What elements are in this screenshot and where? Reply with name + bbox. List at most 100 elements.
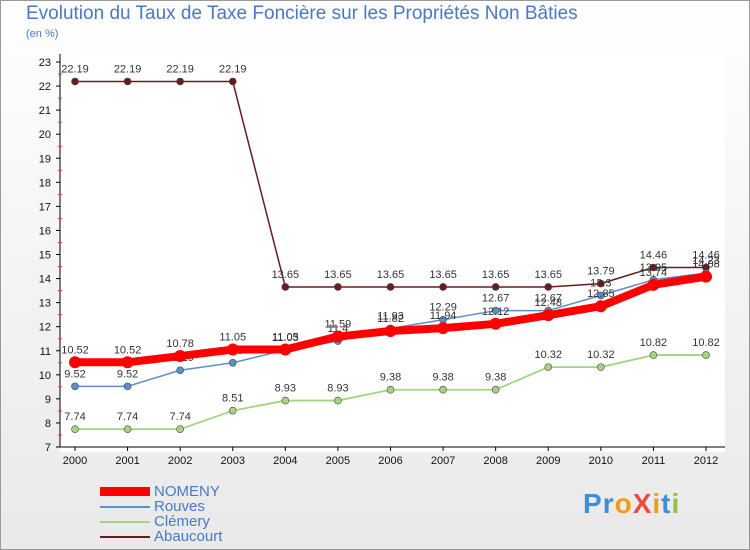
data-label-rouves: 9.52 (64, 368, 85, 380)
data-label-cl-mery: 7.74 (64, 411, 85, 423)
data-label-nomeny: 14.08 (692, 259, 720, 271)
data-label-nomeny: 12.12 (482, 306, 510, 318)
data-point-abaucourt (71, 77, 79, 86)
y-tick-label: 17 (39, 201, 51, 213)
data-label-nomeny: 11.05 (272, 332, 299, 344)
data-point-cl-mery (228, 406, 237, 415)
data-label-nomeny: 11.05 (219, 332, 246, 344)
data-point-cl-mery (386, 385, 395, 394)
x-tick-label: 2001 (115, 455, 139, 467)
data-point-rouves (228, 358, 237, 367)
data-point-rouves (491, 306, 500, 315)
data-label-nomeny: 10.78 (166, 338, 194, 350)
data-label-abaucourt: 13.65 (324, 269, 352, 281)
data-label-abaucourt: 22.19 (219, 63, 247, 75)
data-point-cl-mery (123, 425, 132, 433)
legend-swatch-rouves (100, 505, 150, 508)
data-label-cl-mery: 9.38 (432, 372, 453, 384)
data-label-nomeny: 11.94 (430, 310, 457, 322)
x-tick-label: 2008 (483, 455, 507, 467)
data-label-rouves: 14.23 (692, 255, 720, 267)
y-tick-label: 18 (39, 177, 51, 189)
data-label-cl-mery: 10.82 (692, 337, 720, 349)
legend-item-nomeny: NOMENY (100, 484, 222, 499)
data-label-abaucourt: 22.19 (61, 63, 89, 75)
data-point-abaucourt (597, 279, 605, 288)
data-label-nomeny: 11.82 (377, 313, 404, 325)
data-label-rouves: 13.3 (590, 277, 611, 289)
logo-letter: P (583, 488, 603, 519)
data-label-nomeny: 12.48 (534, 297, 562, 309)
y-tick-label: 11 (40, 346, 51, 358)
data-point-cl-mery (702, 351, 710, 359)
data-point-abaucourt (649, 263, 658, 272)
data-label-abaucourt: 22.19 (114, 63, 142, 75)
data-point-rouves (597, 291, 605, 300)
data-point-cl-mery (71, 425, 79, 433)
data-point-cl-mery (649, 351, 658, 359)
x-tick-label: 2009 (536, 455, 560, 467)
x-tick-label: 2006 (378, 455, 402, 467)
x-tick-label: 2007 (431, 455, 455, 467)
data-point-abaucourt (386, 283, 395, 291)
legend: NOMENY Rouves Clémery Abaucourt (100, 484, 222, 544)
data-label-nomeny: 10.52 (114, 344, 142, 356)
data-point-abaucourt (228, 77, 237, 86)
x-tick-label: 2012 (694, 455, 718, 467)
x-tick-label: 2004 (273, 455, 297, 467)
data-label-nomeny: 13.74 (640, 267, 668, 279)
y-tick-label: 19 (39, 153, 51, 165)
data-point-nomeny (331, 330, 344, 343)
x-tick-label: 2000 (63, 455, 87, 467)
y-tick-label: 21 (39, 105, 51, 117)
x-tick-label: 2011 (642, 455, 666, 467)
data-label-nomeny: 11.59 (325, 319, 352, 331)
proxiti-logo: ProXiti (583, 488, 680, 520)
x-tick-label: 2002 (168, 455, 192, 467)
data-label-abaucourt: 14.46 (640, 249, 668, 261)
data-point-rouves (123, 382, 132, 391)
logo-letter: t (661, 488, 672, 519)
data-point-nomeny (700, 270, 712, 283)
data-label-rouves: 12.67 (534, 293, 562, 305)
y-tick-label: 14 (39, 274, 51, 286)
data-point-cl-mery (334, 396, 342, 405)
data-label-rouves: 12.67 (482, 293, 510, 305)
data-point-cl-mery (176, 425, 184, 433)
data-point-abaucourt (544, 283, 553, 291)
y-tick-label: 20 (39, 129, 51, 141)
logo-letter: o (614, 488, 633, 519)
data-point-cl-mery (544, 363, 553, 371)
data-point-nomeny (437, 322, 450, 335)
y-tick-label: 22 (39, 81, 51, 93)
data-label-abaucourt: 14.46 (692, 249, 720, 261)
x-tick-label: 2010 (589, 455, 613, 467)
data-label-cl-mery: 8.51 (222, 393, 243, 405)
data-point-nomeny (542, 309, 555, 322)
legend-swatch-nomeny (100, 487, 150, 496)
data-label-cl-mery: 10.32 (587, 349, 615, 361)
legend-label-rouves: Rouves (154, 498, 205, 515)
data-point-nomeny (594, 300, 607, 313)
data-label-abaucourt: 22.19 (166, 63, 194, 75)
data-label-cl-mery: 10.82 (640, 337, 668, 349)
data-label-cl-mery: 9.38 (380, 372, 401, 384)
data-point-rouves (176, 366, 184, 375)
legend-swatch-abaucourt (100, 535, 150, 538)
data-point-abaucourt (334, 283, 342, 291)
chart-subtitle: (en %) (26, 28, 59, 40)
data-label-cl-mery: 8.93 (275, 383, 296, 395)
legend-item-cl-mery: Clémery (100, 514, 222, 529)
data-point-abaucourt (491, 283, 500, 291)
data-label-cl-mery: 10.32 (534, 349, 562, 361)
legend-item-rouves: Rouves (100, 499, 222, 514)
data-point-cl-mery (491, 385, 500, 394)
y-tick-label: 10 (39, 370, 51, 382)
legend-label-abaucourt: Abaucourt (154, 528, 223, 545)
data-point-nomeny (226, 343, 239, 356)
y-tick-label: 12 (39, 322, 51, 334)
y-tick-label: 16 (39, 225, 51, 237)
data-point-nomeny (384, 325, 397, 338)
data-label-abaucourt: 13.65 (482, 269, 510, 281)
